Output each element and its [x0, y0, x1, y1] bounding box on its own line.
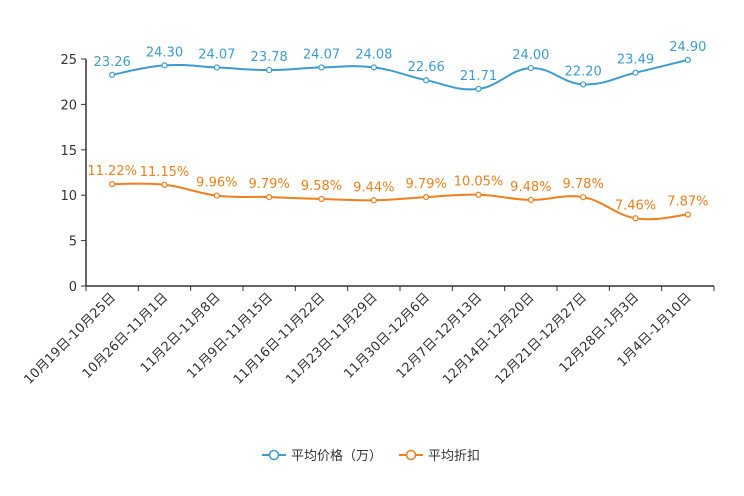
series-line: [112, 182, 688, 221]
data-point[interactable]: [318, 195, 325, 203]
series-0: 23.26 24.30 24.07 23.78 24.07 24.08 22.66 21.71…: [94, 40, 706, 92]
data-label: 22.20: [565, 64, 602, 79]
y-tick-label: 25: [60, 53, 77, 68]
y-tick-label: 5: [69, 235, 77, 250]
x-axis: 10月19日-10月25日10月26日-11月1日11月2日-11月8日11月9…: [22, 285, 715, 388]
data-point[interactable]: [527, 196, 534, 204]
data-point[interactable]: [684, 211, 691, 218]
data-point[interactable]: [370, 197, 377, 204]
data-label: 24.00: [512, 48, 549, 63]
x-tick-label: 12月21日-12月27日: [493, 290, 590, 387]
data-label: 24.08: [355, 47, 392, 62]
data-label: 9.78%: [563, 177, 604, 192]
data-label: 7.87%: [667, 195, 708, 210]
legend-marker-icon: [405, 449, 417, 461]
y-axis: 0 5 10 15 20 25: [60, 53, 87, 295]
y-tick-label: 10: [60, 189, 77, 204]
data-point[interactable]: [213, 192, 220, 199]
data-point[interactable]: [423, 194, 430, 201]
data-point[interactable]: [266, 66, 273, 74]
series-1: 11.22% 11.15% 9.96% 9.79% 9.58% 9.44% 9.79% 10.…: [87, 164, 708, 222]
legend-marker-icon: [268, 449, 280, 461]
data-point[interactable]: [266, 194, 273, 201]
data-label: 9.48%: [510, 180, 551, 195]
data-point[interactable]: [161, 181, 168, 188]
series-layer: 23.26 24.30 24.07 23.78 24.07 24.08 22.66 21.71…: [87, 40, 708, 222]
data-point[interactable]: [580, 81, 587, 88]
data-point[interactable]: [527, 64, 534, 72]
data-point[interactable]: [423, 77, 430, 84]
data-label: 11.15%: [140, 165, 190, 180]
data-point[interactable]: [109, 181, 116, 188]
data-point[interactable]: [318, 64, 325, 71]
data-label: 9.96%: [196, 176, 237, 191]
data-label: 9.79%: [406, 177, 447, 192]
data-label: 21.71: [460, 69, 497, 84]
data-label: 9.79%: [249, 177, 290, 192]
x-tick-label: 11月23日-11月29日: [283, 290, 380, 387]
data-point[interactable]: [109, 71, 116, 78]
data-point[interactable]: [632, 69, 639, 76]
data-point[interactable]: [370, 64, 377, 71]
legend-label: 平均折扣: [428, 449, 480, 464]
data-label: 10.05%: [454, 175, 504, 190]
data-label: 23.26: [94, 55, 131, 70]
data-label: 11.22%: [87, 164, 137, 179]
data-label: 24.90: [669, 40, 706, 55]
data-label: 23.78: [251, 50, 288, 65]
series-line: [111, 58, 689, 91]
data-point[interactable]: [161, 62, 168, 69]
legend-item[interactable]: 平均折扣: [399, 449, 480, 464]
x-tick-label: 12月14日-12月20日: [440, 290, 537, 387]
data-label: 22.66: [408, 60, 445, 75]
data-point[interactable]: [632, 215, 639, 222]
data-label: 9.44%: [353, 180, 394, 195]
data-point[interactable]: [213, 64, 220, 71]
legend-item[interactable]: 平均价格（万）: [262, 448, 382, 464]
y-tick-label: 20: [60, 98, 77, 113]
data-label: 9.58%: [301, 179, 342, 194]
data-point[interactable]: [475, 191, 482, 198]
legend[interactable]: 平均价格（万） 平均折扣: [262, 448, 480, 464]
data-point[interactable]: [684, 56, 691, 64]
y-tick-label: 15: [60, 144, 77, 159]
data-label: 24.07: [198, 47, 235, 62]
data-label: 24.07: [303, 47, 340, 62]
legend-label: 平均价格（万）: [291, 448, 382, 464]
x-tick-label: 11月16日-11月22日: [231, 290, 328, 387]
x-tick-label: 10月19日-10月25日: [22, 290, 119, 387]
y-tick-label: 0: [69, 280, 77, 295]
data-label: 23.49: [617, 53, 654, 68]
data-label: 24.30: [146, 45, 183, 60]
data-point[interactable]: [580, 194, 587, 201]
data-point[interactable]: [475, 85, 482, 92]
data-label: 7.46%: [615, 198, 656, 213]
